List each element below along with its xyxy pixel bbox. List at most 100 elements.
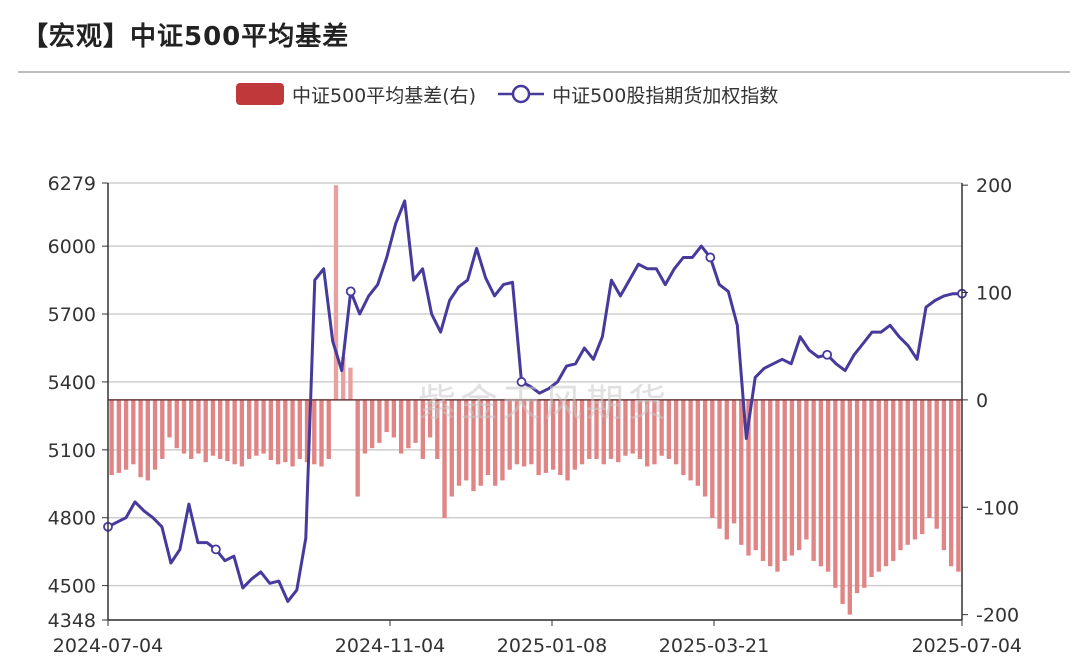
- basis-bar: [348, 367, 353, 400]
- basis-bar: [449, 399, 454, 497]
- title-divider: [18, 71, 1070, 73]
- legend-swatch-line: [498, 84, 545, 104]
- basis-bar: [283, 399, 288, 463]
- basis-bar: [514, 399, 520, 465]
- index-marker: [516, 377, 527, 387]
- basis-bar: [948, 399, 954, 567]
- basis-bar: [254, 399, 259, 456]
- basis-bar: [876, 399, 881, 572]
- basis-bar: [659, 399, 664, 456]
- left-tick-label: 4500: [48, 576, 96, 598]
- basis-bar: [225, 399, 230, 462]
- legend-item-index[interactable]: 中证500股指期货加权指数: [498, 81, 778, 108]
- basis-bar: [493, 399, 498, 486]
- watermark: 紫金天风期货: [418, 381, 671, 425]
- basis-bar: [246, 399, 252, 459]
- basis-bar: [369, 399, 375, 449]
- right-tick-label: 100: [976, 283, 1012, 305]
- basis-bar: [601, 399, 606, 465]
- right-tick-label: -100: [976, 497, 1019, 519]
- basis-bar: [181, 399, 187, 454]
- basis-bar: [384, 399, 389, 433]
- basis-bar: [572, 399, 577, 470]
- basis-bar: [608, 399, 614, 459]
- left-tick-label: 5400: [48, 372, 96, 394]
- basis-bar: [927, 399, 932, 518]
- basis-bar: [891, 399, 896, 561]
- basis-bar: [862, 399, 867, 588]
- basis-bar: [218, 399, 223, 459]
- basis-bar: [681, 399, 686, 476]
- basis-bar: [210, 399, 216, 456]
- basis-bar: [355, 399, 360, 497]
- basis-bar: [637, 399, 643, 459]
- basis-bar: [565, 399, 570, 481]
- basis-bar: [898, 399, 903, 551]
- basis-bar: [645, 399, 650, 467]
- legend-item-basis[interactable]: 中证500平均基差(右): [236, 81, 476, 108]
- basis-bar: [167, 399, 172, 438]
- basis-bar: [413, 399, 418, 443]
- basis-bar: [275, 399, 281, 465]
- basis-bar: [160, 399, 165, 459]
- basis-bar: [833, 399, 838, 588]
- axes: [107, 183, 963, 621]
- basis-bar: [956, 399, 961, 572]
- basis-bar: [666, 399, 672, 459]
- left-tick-label: 5100: [48, 440, 96, 462]
- basis-bar: [920, 399, 925, 535]
- basis-bar: [739, 399, 744, 545]
- basis-bars: [109, 185, 961, 615]
- x-tick-label: 2025-03-21: [659, 635, 769, 657]
- basis-bar: [485, 399, 491, 476]
- basis-bar: [724, 399, 729, 540]
- basis-bar: [131, 399, 136, 465]
- basis-bar: [420, 399, 425, 459]
- basis-bar: [152, 399, 158, 470]
- basis-bar: [406, 399, 411, 449]
- basis-bar: [746, 399, 751, 556]
- basis-bar: [652, 399, 657, 465]
- basis-bar: [478, 399, 483, 486]
- basis-bar: [630, 399, 635, 454]
- basis-bar: [869, 399, 874, 578]
- right-tick-label: 200: [976, 175, 1012, 197]
- basis-bar: [312, 399, 317, 465]
- basis-bar: [912, 399, 918, 540]
- basis-bar: [471, 399, 476, 492]
- basis-bar: [905, 399, 910, 545]
- basis-bar: [587, 399, 592, 459]
- left-axis-ticks: 4348 4500 4800 5100 5400 5700 6000 6279: [48, 173, 108, 632]
- chart-legend: 中证500平均基差(右) 中证500股指期货加权指数: [236, 79, 800, 109]
- basis-bar: [673, 399, 679, 465]
- basis-bar: [456, 399, 462, 486]
- x-axis-ticks: 2024-07-04 2024-11-04 2025-01-08 2025-03-21…: [53, 620, 1022, 657]
- basis-bar: [398, 399, 404, 454]
- basis-bar: [333, 185, 339, 400]
- left-tick-label: 6279: [48, 173, 96, 195]
- left-tick-label: 6000: [48, 236, 96, 258]
- basis-bar: [196, 399, 201, 454]
- basis-bar: [768, 399, 773, 567]
- basis-bar: [203, 399, 208, 463]
- legend-label-basis: 中证500平均基差(右): [292, 84, 477, 107]
- index-line: [107, 199, 962, 603]
- x-tick-label: 2024-11-04: [335, 635, 445, 657]
- basis-bar: [804, 399, 809, 540]
- basis-bar: [558, 399, 563, 476]
- basis-bar: [319, 399, 324, 467]
- basis-bar: [464, 399, 469, 481]
- basis-bar: [174, 399, 179, 449]
- basis-bar: [116, 399, 122, 473]
- basis-bar: [811, 399, 816, 561]
- basis-bar: [616, 399, 621, 463]
- basis-bar: [854, 399, 860, 594]
- index-marker: [822, 349, 833, 360]
- basis-bar: [232, 399, 237, 465]
- basis-bar: [268, 399, 274, 461]
- basis-bar: [594, 399, 599, 459]
- basis-bar: [760, 399, 766, 561]
- basis-bar: [796, 399, 802, 551]
- basis-bar: [789, 399, 795, 556]
